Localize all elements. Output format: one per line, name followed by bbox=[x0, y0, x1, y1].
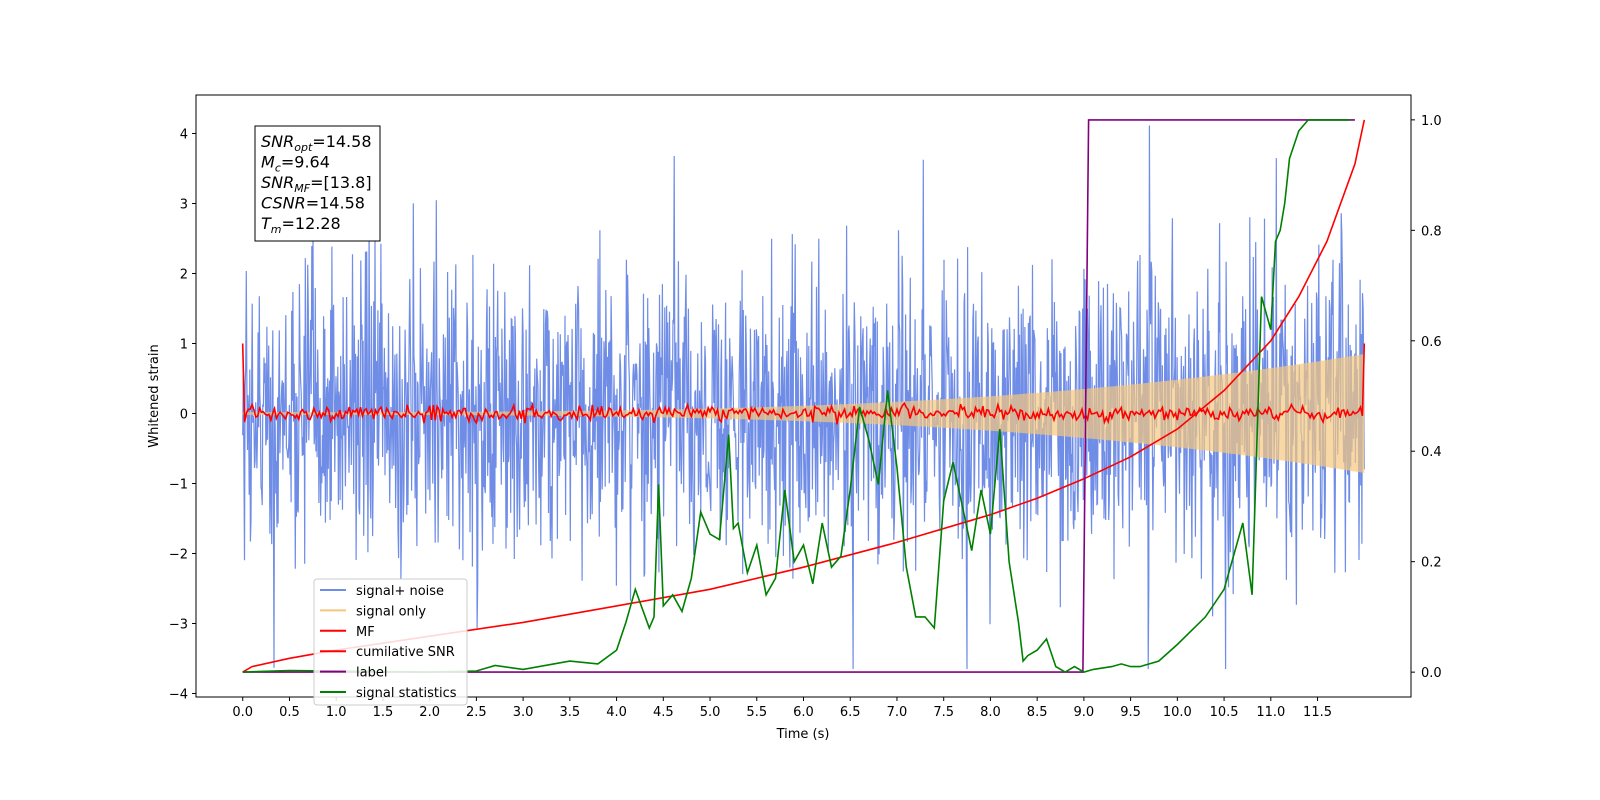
x-tick-label: 7.5 bbox=[933, 705, 954, 720]
y2-tick-label: 0.4 bbox=[1421, 445, 1442, 460]
x-tick-label: 6.5 bbox=[840, 705, 861, 720]
y2-tick-label: 1.0 bbox=[1421, 114, 1442, 129]
y-tick-label: −2 bbox=[169, 548, 188, 563]
y2-tick-label: 0.8 bbox=[1421, 224, 1442, 239]
y-tick-label: 1 bbox=[180, 338, 188, 353]
info-line: SNRMF=[13.8] bbox=[261, 173, 372, 195]
x-tick-label: 5.5 bbox=[746, 705, 767, 720]
x-tick-label: 1.5 bbox=[373, 705, 394, 720]
y2-tick-label: 0.0 bbox=[1421, 666, 1442, 681]
x-tick-label: 8.5 bbox=[1027, 705, 1048, 720]
x-tick-label: 9.5 bbox=[1120, 705, 1141, 720]
info-line: Mc=9.64 bbox=[261, 153, 330, 175]
x-tick-label: 1.0 bbox=[326, 705, 347, 720]
y-tick-label: 0 bbox=[180, 408, 188, 423]
x-tick-label: 4.5 bbox=[653, 705, 674, 720]
x-tick-label: 9.0 bbox=[1074, 705, 1095, 720]
x-tick-label: 0.0 bbox=[232, 705, 253, 720]
legend-entry: signal statistics bbox=[356, 686, 457, 701]
x-tick-label: 8.0 bbox=[980, 705, 1001, 720]
y-tick-label: 2 bbox=[180, 268, 188, 283]
x-tick-label: 6.0 bbox=[793, 705, 814, 720]
x-tick-label: 10.5 bbox=[1210, 705, 1239, 720]
y-tick-label: −4 bbox=[169, 688, 188, 703]
x-tick-label: 4.0 bbox=[606, 705, 627, 720]
x-tick-label: 11.0 bbox=[1256, 705, 1285, 720]
x-tick-label: 3.0 bbox=[513, 705, 534, 720]
x-tick-label: 0.5 bbox=[279, 705, 300, 720]
x-axis-label: Time (s) bbox=[776, 727, 830, 742]
legend-entry: MF bbox=[356, 625, 375, 640]
y-tick-label: 3 bbox=[180, 198, 188, 213]
y-axis-right: 1.0 0.8 0.6 0.4 0.2 0.0 bbox=[1411, 114, 1442, 681]
x-tick-label: 2.5 bbox=[466, 705, 487, 720]
legend-entry: label bbox=[356, 666, 387, 681]
info-line: CSNR=14.58 bbox=[261, 194, 365, 213]
x-tick-label: 7.0 bbox=[887, 705, 908, 720]
y-axis-left: 4 3 2 1 0 −1 −2 −3 −4 bbox=[169, 128, 196, 703]
x-tick-label: 10.0 bbox=[1163, 705, 1192, 720]
y2-tick-label: 0.2 bbox=[1421, 556, 1442, 571]
y-tick-label: −3 bbox=[169, 618, 188, 633]
x-tick-label: 2.0 bbox=[419, 705, 440, 720]
x-tick-label: 5.0 bbox=[700, 705, 721, 720]
legend: signal+ noise signal only MF cumilative SNR… bbox=[314, 579, 467, 705]
y-axis-label: Whitened strain bbox=[147, 344, 162, 447]
y2-tick-label: 0.6 bbox=[1421, 335, 1442, 350]
y-tick-label: −1 bbox=[169, 478, 188, 493]
info-box: SNRopt=14.58Mc=9.64SNRMF=[13.8]CSNR=14.5… bbox=[255, 126, 380, 241]
x-tick-label: 3.5 bbox=[560, 705, 581, 720]
legend-entry: cumilative SNR bbox=[356, 645, 455, 660]
x-tick-label: 11.5 bbox=[1303, 705, 1332, 720]
info-line: SNRopt=14.58 bbox=[261, 132, 372, 154]
y-tick-label: 4 bbox=[180, 128, 188, 143]
legend-entry: signal+ noise bbox=[356, 584, 444, 599]
legend-entry: signal only bbox=[356, 604, 426, 619]
